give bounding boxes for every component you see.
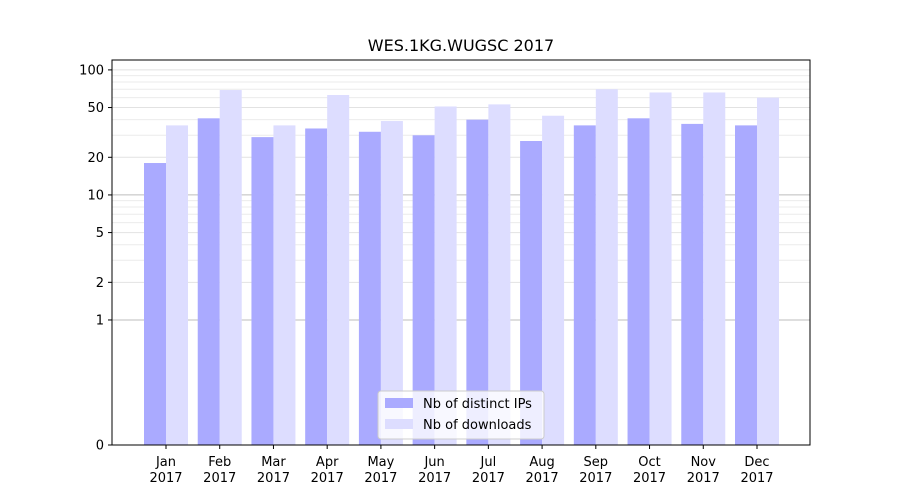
legend-label: Nb of distinct IPs — [423, 397, 532, 412]
x-tick-label-month: Aug — [529, 455, 554, 470]
x-tick-label-year: 2017 — [203, 471, 236, 486]
bar-downloads — [273, 125, 296, 445]
bar-downloads — [380, 121, 403, 446]
bar-downloads — [166, 125, 188, 445]
x-tick-label-month: Apr — [316, 455, 339, 470]
bar-downloads — [434, 106, 457, 445]
y-tick-label: 5 — [96, 226, 104, 241]
x-tick-label-year: 2017 — [687, 471, 720, 486]
x-tick-label-year: 2017 — [633, 471, 666, 486]
y-tick-label: 20 — [87, 151, 104, 166]
x-tick-label-year: 2017 — [257, 471, 290, 486]
legend-label: Nb of downloads — [423, 418, 532, 433]
bar-ips — [305, 128, 328, 445]
x-tick-label-year: 2017 — [418, 471, 451, 486]
y-tick-label: 10 — [87, 188, 104, 203]
y-tick-label: 50 — [87, 101, 104, 116]
y-tick-label: 1 — [96, 313, 104, 328]
bar-downloads — [649, 92, 672, 446]
x-tick-label-month: Jun — [423, 455, 444, 470]
legend-swatch — [385, 398, 413, 408]
x-tick-label-year: 2017 — [311, 471, 344, 486]
x-tick-label-year: 2017 — [472, 471, 505, 486]
bar-ips — [735, 125, 757, 445]
bar-ips — [520, 140, 543, 445]
x-tick-label-year: 2017 — [526, 471, 559, 486]
chart-title: WES.1KG.WUGSC 2017 — [368, 36, 554, 55]
y-tick-label: 0 — [96, 439, 104, 454]
bar-downloads — [542, 115, 565, 445]
bar-downloads — [757, 97, 779, 445]
bars — [144, 89, 779, 446]
bar-downloads — [327, 94, 350, 446]
bar-downloads — [488, 104, 511, 445]
bar-downloads — [219, 90, 242, 446]
y-axis: 0 1 2 5 10 20 50 100 — [79, 63, 112, 454]
bar-ips — [144, 163, 166, 445]
bar-ips — [251, 137, 274, 445]
bar-ips — [358, 131, 381, 445]
x-tick-label-year: 2017 — [364, 471, 397, 486]
legend-swatch — [385, 419, 413, 429]
bar-ips — [466, 119, 489, 446]
x-tick-label-month: Nov — [691, 455, 717, 470]
bar-downloads — [595, 89, 618, 445]
bar-ips — [681, 123, 704, 445]
bar-ips — [627, 118, 650, 445]
y-tick-label: 100 — [79, 63, 104, 78]
plot-area-frame — [111, 59, 811, 446]
x-tick-label-month: Mar — [261, 455, 286, 470]
bar-downloads — [703, 92, 726, 446]
x-tick-label-month: Feb — [208, 455, 231, 470]
x-axis: Jan2017Feb2017Mar2017Apr2017May2017Jun20… — [149, 445, 774, 486]
x-tick-label-month: Jul — [480, 455, 497, 470]
legend: Nb of distinct IPs Nb of downloads — [377, 390, 545, 440]
bar-ips — [197, 118, 220, 445]
y-tick-label: 2 — [96, 276, 104, 291]
legend-box — [377, 390, 545, 440]
x-tick-label-year: 2017 — [740, 471, 773, 486]
x-tick-label-month: Oct — [638, 455, 660, 470]
x-tick-label-month: Sep — [584, 455, 609, 470]
x-tick-label-month: May — [367, 455, 394, 470]
bar-ips — [412, 135, 435, 445]
x-tick-label-year: 2017 — [149, 471, 182, 486]
x-tick-label-month: Jan — [155, 455, 176, 470]
x-tick-label-month: Dec — [744, 455, 769, 470]
x-tick-label-year: 2017 — [579, 471, 612, 486]
bar-ips — [573, 125, 596, 445]
